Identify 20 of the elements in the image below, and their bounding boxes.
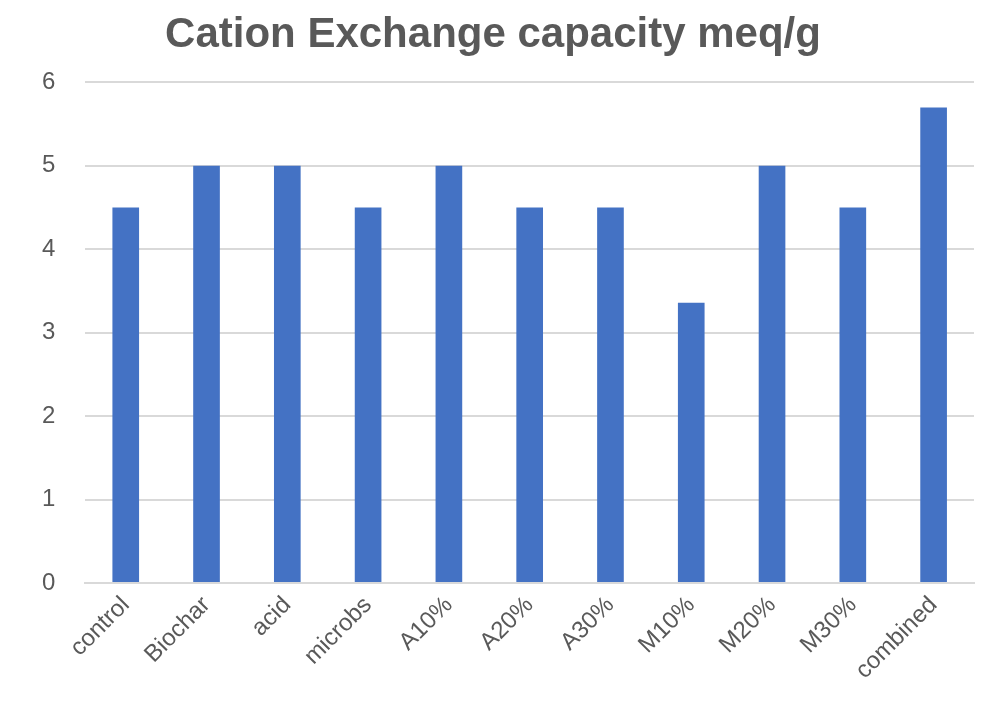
y-tick-label: 2: [41, 400, 56, 428]
y-tick-label: 5: [41, 150, 56, 178]
y-tick-label: 4: [41, 233, 56, 261]
chart-title: Cation Exchange capacity meq/g: [165, 8, 821, 56]
x-tick-label: acid: [245, 590, 296, 641]
bar: [920, 107, 947, 583]
bar: [354, 207, 382, 583]
bar: [758, 165, 786, 583]
y-tick-label: 1: [41, 484, 56, 512]
bar: [516, 207, 543, 583]
bar: [435, 165, 463, 583]
y-tick-label: 0: [41, 567, 56, 595]
bar: [597, 207, 624, 583]
bar: [273, 165, 301, 583]
bar: [677, 302, 705, 583]
y-tick-label: 6: [41, 67, 56, 95]
bar: [112, 207, 140, 583]
bar: [839, 207, 867, 583]
bar: [193, 165, 220, 583]
y-tick-label: 3: [41, 317, 56, 345]
